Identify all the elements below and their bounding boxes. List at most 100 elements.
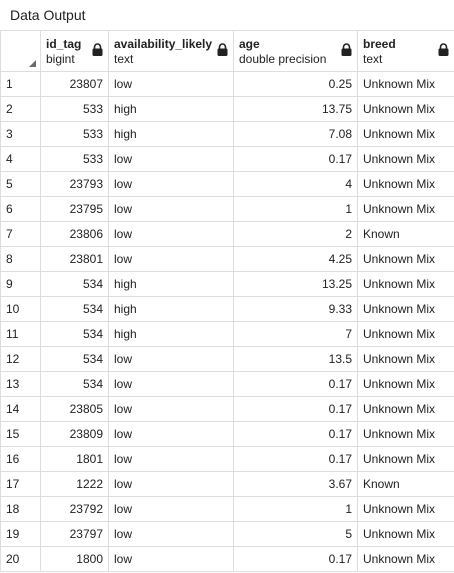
table-row[interactable]: 18 23792 low 1 Unknown Mix <box>0 496 454 522</box>
row-number[interactable]: 16 <box>0 446 41 472</box>
table-cell-age[interactable]: 13.75 <box>233 96 358 122</box>
column-header-age[interactable]: age double precision <box>233 30 358 72</box>
table-cell-availability-likely[interactable]: high <box>108 96 234 122</box>
table-row[interactable]: 3 533 high 7.08 Unknown Mix <box>0 121 454 147</box>
column-header-breed[interactable]: breed text <box>357 30 454 72</box>
table-row[interactable]: 12 534 low 13.5 Unknown Mix <box>0 346 454 372</box>
table-cell-availability-likely[interactable]: low <box>108 221 234 247</box>
table-cell-id-tag[interactable]: 1800 <box>40 546 109 572</box>
row-number[interactable]: 7 <box>0 221 41 247</box>
table-row[interactable]: 17 1222 low 3.67 Known <box>0 471 454 497</box>
row-number[interactable]: 2 <box>0 96 41 122</box>
table-cell-age[interactable]: 0.17 <box>233 396 358 422</box>
table-cell-age[interactable]: 13.25 <box>233 271 358 297</box>
table-row[interactable]: 8 23801 low 4.25 Unknown Mix <box>0 246 454 272</box>
table-row[interactable]: 9 534 high 13.25 Unknown Mix <box>0 271 454 297</box>
table-row[interactable]: 19 23797 low 5 Unknown Mix <box>0 521 454 547</box>
row-number[interactable]: 14 <box>0 396 41 422</box>
table-cell-id-tag[interactable]: 23792 <box>40 496 109 522</box>
row-number[interactable]: 15 <box>0 421 41 447</box>
table-cell-breed[interactable]: Known <box>357 221 454 247</box>
table-cell-age[interactable]: 5 <box>233 521 358 547</box>
table-cell-breed[interactable]: Unknown Mix <box>357 171 454 197</box>
table-cell-availability-likely[interactable]: low <box>108 246 234 272</box>
table-cell-availability-likely[interactable]: low <box>108 346 234 372</box>
table-cell-age[interactable]: 1 <box>233 496 358 522</box>
table-cell-availability-likely[interactable]: low <box>108 71 234 97</box>
row-number[interactable]: 11 <box>0 321 41 347</box>
table-cell-age[interactable]: 7 <box>233 321 358 347</box>
table-cell-id-tag[interactable]: 23809 <box>40 421 109 447</box>
row-number[interactable]: 20 <box>0 546 41 572</box>
table-cell-age[interactable]: 0.17 <box>233 446 358 472</box>
table-cell-availability-likely[interactable]: low <box>108 446 234 472</box>
table-cell-breed[interactable]: Unknown Mix <box>357 96 454 122</box>
table-cell-id-tag[interactable]: 534 <box>40 321 109 347</box>
table-cell-id-tag[interactable]: 534 <box>40 271 109 297</box>
table-cell-age[interactable]: 2 <box>233 221 358 247</box>
table-cell-age[interactable]: 0.17 <box>233 546 358 572</box>
table-cell-availability-likely[interactable]: low <box>108 421 234 447</box>
table-cell-id-tag[interactable]: 534 <box>40 371 109 397</box>
row-number[interactable]: 1 <box>0 71 41 97</box>
table-cell-age[interactable]: 0.17 <box>233 146 358 172</box>
table-row[interactable]: 5 23793 low 4 Unknown Mix <box>0 171 454 197</box>
table-cell-breed[interactable]: Unknown Mix <box>357 396 454 422</box>
table-row[interactable]: 1 23807 low 0.25 Unknown Mix <box>0 71 454 97</box>
table-cell-id-tag[interactable]: 533 <box>40 96 109 122</box>
table-row[interactable]: 14 23805 low 0.17 Unknown Mix <box>0 396 454 422</box>
table-cell-availability-likely[interactable]: low <box>108 396 234 422</box>
table-cell-age[interactable]: 4.25 <box>233 246 358 272</box>
table-cell-id-tag[interactable]: 23795 <box>40 196 109 222</box>
table-cell-breed[interactable]: Unknown Mix <box>357 421 454 447</box>
table-cell-availability-likely[interactable]: low <box>108 546 234 572</box>
table-row[interactable]: 15 23809 low 0.17 Unknown Mix <box>0 421 454 447</box>
table-cell-availability-likely[interactable]: low <box>108 146 234 172</box>
table-row[interactable]: 13 534 low 0.17 Unknown Mix <box>0 371 454 397</box>
row-number[interactable]: 19 <box>0 521 41 547</box>
table-cell-id-tag[interactable]: 534 <box>40 346 109 372</box>
table-row[interactable]: 7 23806 low 2 Known <box>0 221 454 247</box>
table-row[interactable]: 20 1800 low 0.17 Unknown Mix <box>0 546 454 572</box>
table-row[interactable]: 16 1801 low 0.17 Unknown Mix <box>0 446 454 472</box>
row-number[interactable]: 6 <box>0 196 41 222</box>
column-header-id-tag[interactable]: id_tag bigint <box>40 30 109 72</box>
table-cell-age[interactable]: 0.25 <box>233 71 358 97</box>
row-number[interactable]: 8 <box>0 246 41 272</box>
table-cell-id-tag[interactable]: 1801 <box>40 446 109 472</box>
table-cell-breed[interactable]: Unknown Mix <box>357 321 454 347</box>
row-number[interactable]: 4 <box>0 146 41 172</box>
table-cell-breed[interactable]: Unknown Mix <box>357 196 454 222</box>
table-cell-availability-likely[interactable]: high <box>108 121 234 147</box>
table-cell-breed[interactable]: Unknown Mix <box>357 371 454 397</box>
row-number[interactable]: 9 <box>0 271 41 297</box>
table-cell-breed[interactable]: Unknown Mix <box>357 71 454 97</box>
table-row[interactable]: 10 534 high 9.33 Unknown Mix <box>0 296 454 322</box>
row-number[interactable]: 12 <box>0 346 41 372</box>
table-cell-breed[interactable]: Unknown Mix <box>357 246 454 272</box>
table-cell-id-tag[interactable]: 1222 <box>40 471 109 497</box>
table-cell-breed[interactable]: Unknown Mix <box>357 271 454 297</box>
table-cell-id-tag[interactable]: 23807 <box>40 71 109 97</box>
table-cell-availability-likely[interactable]: low <box>108 196 234 222</box>
table-cell-age[interactable]: 7.08 <box>233 121 358 147</box>
table-cell-availability-likely[interactable]: low <box>108 371 234 397</box>
table-row[interactable]: 6 23795 low 1 Unknown Mix <box>0 196 454 222</box>
table-cell-id-tag[interactable]: 23793 <box>40 171 109 197</box>
table-cell-id-tag[interactable]: 23806 <box>40 221 109 247</box>
row-number[interactable]: 5 <box>0 171 41 197</box>
table-cell-breed[interactable]: Unknown Mix <box>357 346 454 372</box>
table-cell-id-tag[interactable]: 533 <box>40 146 109 172</box>
table-cell-breed[interactable]: Unknown Mix <box>357 146 454 172</box>
table-cell-availability-likely[interactable]: high <box>108 271 234 297</box>
row-number[interactable]: 3 <box>0 121 41 147</box>
table-cell-availability-likely[interactable]: low <box>108 496 234 522</box>
table-cell-id-tag[interactable]: 533 <box>40 121 109 147</box>
table-cell-breed[interactable]: Unknown Mix <box>357 121 454 147</box>
table-cell-availability-likely[interactable]: high <box>108 321 234 347</box>
column-header-availability-likely[interactable]: availability_likely text <box>108 30 234 72</box>
table-row[interactable]: 4 533 low 0.17 Unknown Mix <box>0 146 454 172</box>
row-number[interactable]: 18 <box>0 496 41 522</box>
row-number[interactable]: 10 <box>0 296 41 322</box>
table-cell-age[interactable]: 4 <box>233 171 358 197</box>
